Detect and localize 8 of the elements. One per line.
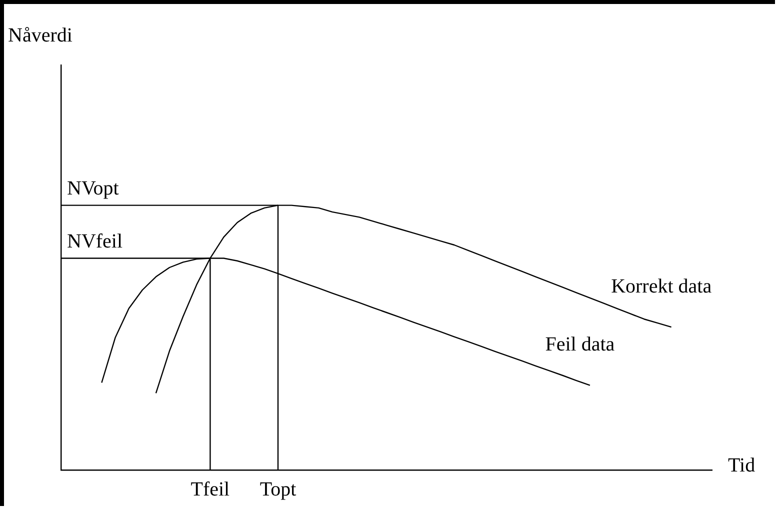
- text: Nåverdi: [8, 24, 73, 46]
- x-tick-label: Tfeil: [190, 478, 230, 500]
- series-label: Korrekt data: [611, 275, 712, 298]
- x-axis-title: Tid: [728, 454, 756, 476]
- x-tick-label: Topt: [260, 478, 297, 500]
- series-label: Feil data: [545, 334, 615, 356]
- ref-line-label: NVfeil: [67, 230, 123, 252]
- ref-line-label: NVopt: [67, 178, 120, 200]
